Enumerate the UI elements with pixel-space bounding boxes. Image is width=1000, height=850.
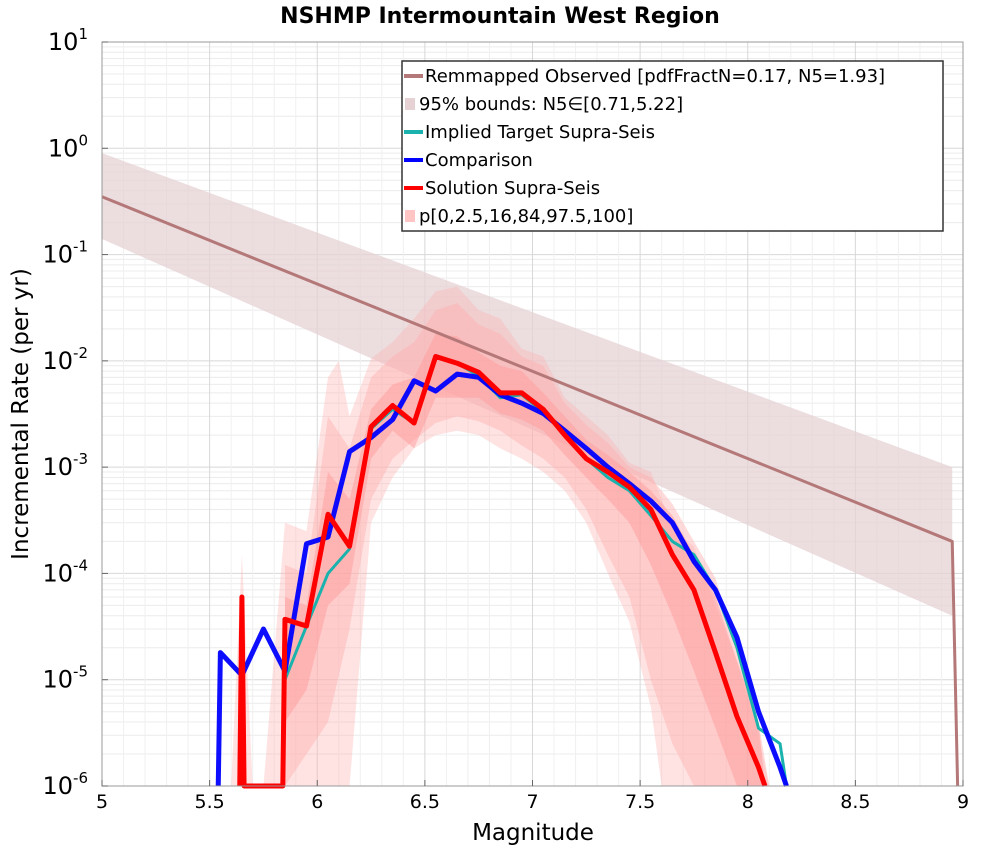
x-axis-ticks: 5 5.5 6 6.5 7 7.5 8 8.5 9 xyxy=(96,780,969,813)
x-tick-label: 9 xyxy=(957,791,969,813)
legend-box xyxy=(401,60,944,232)
band-p-0-2-5-16-84-97-5-100-16-84- xyxy=(284,333,765,786)
y-tick-label: 10-1 xyxy=(42,238,88,269)
y-tick-label: 10-5 xyxy=(42,663,88,694)
series-line-remmapped-observed-pdffractn-0-17-n5-1-93 xyxy=(101,195,960,787)
legend: Remmapped Observed [pdfFractN=0.17, N5=1… xyxy=(401,60,944,232)
x-tick-label: 7.5 xyxy=(625,791,655,813)
x-tick-label: 5 xyxy=(96,791,108,813)
x-tick-label: 6.5 xyxy=(410,791,440,813)
legend-label: Implied Target Supra-Seis xyxy=(425,122,655,143)
legend-swatch xyxy=(405,98,415,110)
legend-label: p[0,2.5,16,84,97.5,100] xyxy=(419,206,633,227)
y-axis-ticks: 101 100 10-1 10-2 10-3 10-4 10-5 10-6 xyxy=(42,25,108,800)
legend-swatch xyxy=(405,210,415,222)
legend-label: Solution Supra-Seis xyxy=(425,178,600,199)
x-tick-label: 7 xyxy=(526,791,538,813)
legend-label: Comparison xyxy=(425,150,533,171)
series-layer xyxy=(101,195,960,789)
y-axis-title: Incremental Rate (per yr) xyxy=(8,268,34,560)
bands-layer xyxy=(102,153,953,786)
x-axis-title: Magnitude xyxy=(472,820,594,846)
x-tick-label: 6 xyxy=(311,791,323,813)
series-line-solution-supra-seis xyxy=(237,353,768,789)
band-p-0-2-5-16-84-97-5-100-0-100- xyxy=(231,286,770,786)
chart-title: NSHMP Intermountain West Region xyxy=(280,4,720,29)
y-tick-label: 101 xyxy=(48,25,88,56)
y-tick-label: 10-2 xyxy=(42,344,88,375)
legend-label: 95% bounds: N5∈[0.71,5.22] xyxy=(419,94,683,115)
x-tick-label: 5.5 xyxy=(195,791,225,813)
x-tick-label: 8.5 xyxy=(840,791,870,813)
y-tick-label: 10-6 xyxy=(42,769,88,800)
y-tick-label: 100 xyxy=(48,131,88,162)
legend-label: Remmapped Observed [pdfFractN=0.17, N5=1… xyxy=(425,66,885,87)
x-tick-label: 8 xyxy=(742,791,754,813)
y-tick-label: 10-3 xyxy=(42,450,88,481)
y-tick-label: 10-4 xyxy=(42,556,88,587)
